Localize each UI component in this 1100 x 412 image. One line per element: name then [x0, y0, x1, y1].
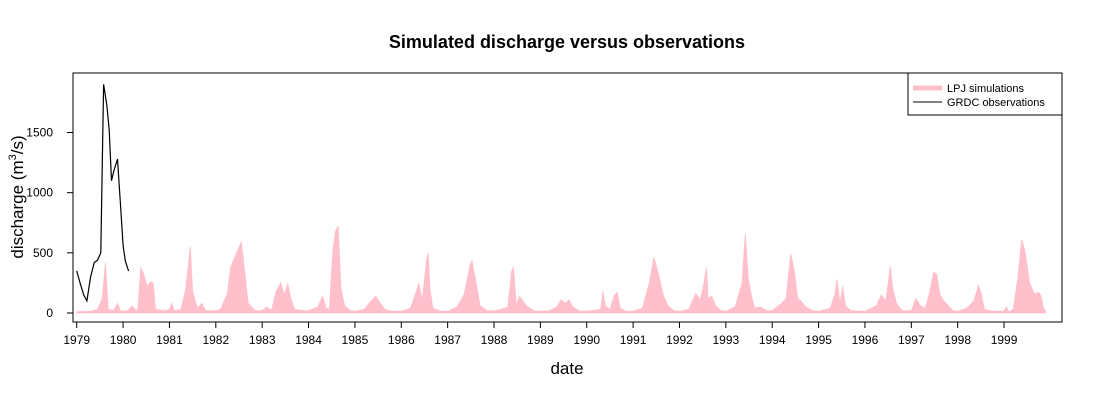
y-tick-label: 500 [33, 246, 53, 260]
y-axis-title-superscript: 3 [7, 154, 19, 160]
x-tick-label: 1996 [852, 333, 879, 347]
x-tick-label: 1997 [898, 333, 925, 347]
legend-label-observations: GRDC observations [947, 97, 1045, 109]
y-axis: 0 500 1000 1500 [26, 126, 74, 320]
x-axis-title: date [550, 359, 583, 378]
legend-box [907, 72, 1063, 116]
y-axis-title: discharge (m3/s) [7, 135, 27, 258]
x-tick-label: 1987 [434, 333, 461, 347]
x-tick-label: 1993 [712, 333, 739, 347]
series-observations-line [76, 84, 130, 303]
x-tick-label: 1986 [388, 333, 415, 347]
x-tick-label: 1994 [759, 333, 786, 347]
y-axis-title-suffix: /s) [8, 135, 27, 154]
y-axis-title-main: discharge (m [8, 160, 27, 258]
x-tick-label: 1998 [944, 333, 971, 347]
x-tick-label: 1995 [805, 333, 832, 347]
y-tick-label: 1500 [26, 126, 53, 140]
x-tick-label: 1999 [991, 333, 1018, 347]
plot-series [76, 84, 1047, 314]
y-tick-label: 1000 [26, 186, 53, 200]
legend-label-simulations: LPJ simulations [947, 83, 1025, 95]
x-tick-label: 1988 [481, 333, 508, 347]
y-tick-label: 0 [46, 306, 53, 320]
x-tick-label: 1983 [249, 333, 276, 347]
x-tick-label: 1980 [110, 333, 137, 347]
x-tick-label: 1981 [156, 333, 183, 347]
x-axis: 1979 1980 1981 1982 1983 1984 1985 1986 1987 1988… [63, 321, 1018, 347]
x-tick-label: 1992 [666, 333, 693, 347]
series-simulations-area [76, 225, 1047, 314]
chart-title: Simulated discharge versus observations [389, 32, 745, 52]
x-tick-label: 1990 [573, 333, 600, 347]
x-tick-label: 1984 [295, 333, 322, 347]
x-tick-label: 1989 [527, 333, 554, 347]
x-tick-label: 1982 [202, 333, 229, 347]
legend: LPJ simulations GRDC observations [907, 72, 1063, 116]
x-tick-label: 1985 [342, 333, 369, 347]
x-tick-label: 1979 [63, 333, 90, 347]
x-tick-label: 1991 [620, 333, 647, 347]
